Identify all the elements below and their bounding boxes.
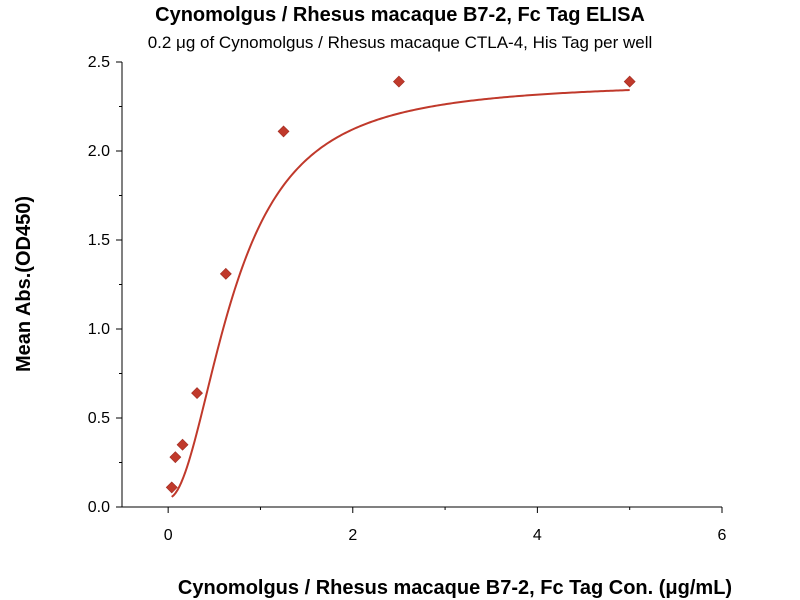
y-tick-label: 2.5 (88, 54, 110, 71)
axes (116, 61, 723, 513)
data-point (169, 451, 182, 464)
y-tick-label: 0.5 (88, 410, 110, 427)
y-tick-label: 1.5 (88, 232, 110, 249)
fit-curve-layer (171, 89, 630, 498)
data-point (165, 481, 178, 494)
data-point (191, 387, 203, 400)
x-tick-label: 0 (164, 527, 173, 544)
x-tick-label: 4 (533, 527, 542, 544)
y-axis-title: Mean Abs.(OD450) (13, 196, 35, 372)
data-points (165, 75, 636, 494)
data-point (277, 125, 290, 138)
chart-title: Cynomolgus / Rhesus macaque B7-2, Fc Tag… (155, 4, 645, 26)
y-tick-label: 0.0 (88, 499, 110, 516)
x-tick-label: 2 (348, 527, 357, 544)
chart-subtitle: 0.2 μg of Cynomolgus / Rhesus macaque CT… (147, 33, 653, 52)
data-point (623, 75, 636, 88)
x-tick-label: 6 (718, 527, 727, 544)
data-point (176, 438, 189, 451)
axis-labels: 0.0 0.5 1.0 1.5 2.0 2.5 0 2 4 6 Cynomolgus / Rhesu… (13, 54, 732, 599)
data-point (219, 267, 232, 280)
x-axis-title: Cynomolgus / Rhesus macaque B7-2, Fc Tag… (178, 577, 732, 599)
data-point (392, 75, 405, 88)
y-tick-label: 1.0 (88, 321, 110, 338)
y-tick-label: 2.0 (88, 143, 110, 160)
fit-curve (171, 89, 630, 498)
